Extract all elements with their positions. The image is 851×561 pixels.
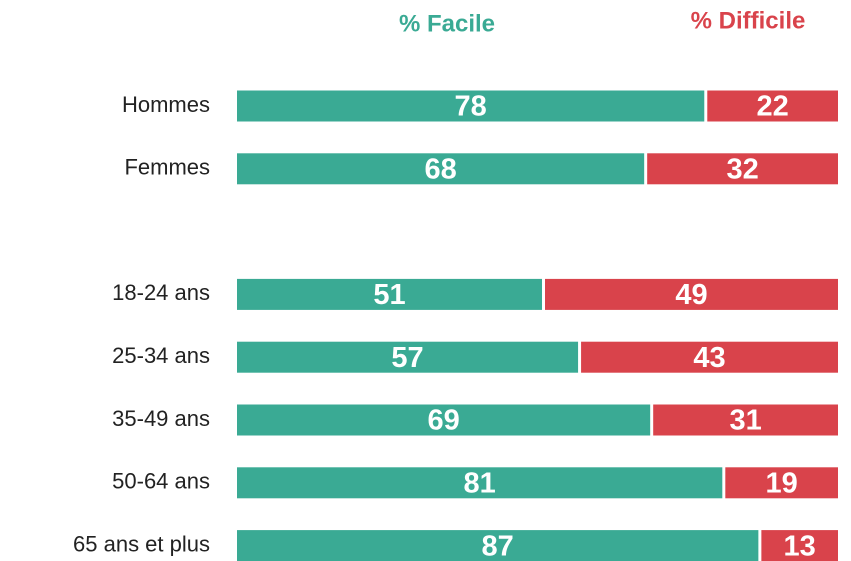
value-label: 13 <box>784 530 816 561</box>
category-label: 18-24 ans <box>112 280 210 305</box>
value-label: 19 <box>766 467 798 499</box>
category-label: 25-34 ans <box>112 343 210 368</box>
value-label: 32 <box>726 153 758 185</box>
bar-segment <box>707 90 838 122</box>
value-label: 81 <box>464 467 496 499</box>
bar-segment <box>725 467 838 499</box>
value-label: 69 <box>427 405 459 437</box>
value-label: 31 <box>729 405 761 437</box>
bar-segment <box>545 278 838 310</box>
bar-segment <box>237 341 579 373</box>
value-label: 49 <box>675 279 707 311</box>
category-label: 35-49 ans <box>112 406 210 431</box>
category-label: 50-64 ans <box>112 469 210 494</box>
bar-segment <box>237 404 651 436</box>
value-label: 51 <box>373 279 405 311</box>
category-label: 65 ans et plus <box>73 531 210 556</box>
value-label: 22 <box>757 91 789 123</box>
bar-segment <box>653 404 838 436</box>
bar-segment <box>237 467 723 499</box>
legend-entry: % Facile <box>399 10 495 37</box>
bar-segment <box>581 341 838 373</box>
bar-segment <box>761 530 838 561</box>
bar-segment <box>237 278 543 310</box>
category-label: Hommes <box>122 92 210 117</box>
value-label: 68 <box>424 153 456 185</box>
value-label: 78 <box>455 91 487 123</box>
bar-segment <box>237 90 705 122</box>
category-label: Femmes <box>124 155 210 180</box>
value-label: 87 <box>482 530 514 561</box>
bar-segment <box>237 530 759 561</box>
bar-segment <box>237 153 645 185</box>
bar-segment <box>647 153 838 185</box>
legend-entry: % Difficile <box>691 7 806 34</box>
value-label: 43 <box>693 342 725 374</box>
value-label: 57 <box>391 342 423 374</box>
